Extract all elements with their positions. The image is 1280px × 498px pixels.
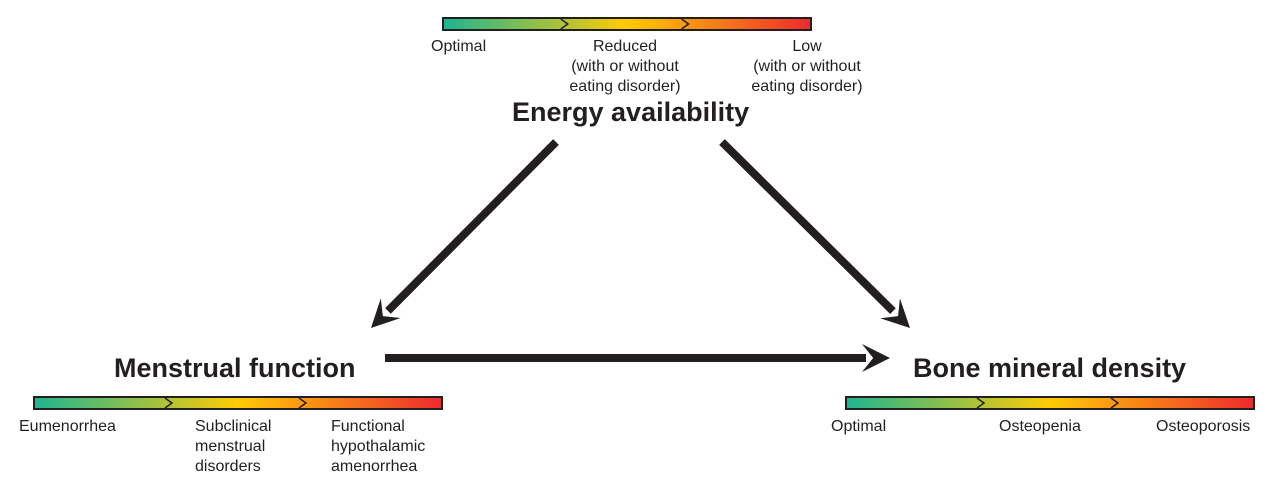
bone-scale-bar (845, 396, 1255, 410)
chevron-separators (976, 398, 1120, 408)
chevron-right-icon (976, 398, 986, 408)
energy-scale-label-low: Low (with or without eating disorder) (751, 38, 863, 95)
menstrual-scale-label-subclinical: Subclinical menstrual disorders (195, 418, 272, 475)
chevron-right-icon (560, 19, 570, 29)
bone-scale-label-osteoporosis: Osteoporosis (1156, 418, 1251, 435)
bone-scale-label-optimal: Optimal (831, 418, 887, 435)
energy-scale-bar (442, 17, 812, 31)
bone-scale-label-osteopenia: Osteopenia (999, 418, 1081, 435)
energy-scale-label-reduced: Reduced (with or without eating disorder… (569, 38, 681, 95)
menstrual-scale-label-eumenorrhea: Eumenorrhea (19, 418, 116, 435)
chevron-right-icon (164, 398, 174, 408)
bone-mineral-density-title: Bone mineral density (913, 353, 1187, 383)
arrow-menstrual-to-bone-head-icon (862, 344, 890, 372)
arrow-energy-to-bone-head-icon (880, 298, 910, 328)
chevron-separators (164, 398, 308, 408)
arrow-energy-to-menstrual-shaft (385, 139, 559, 314)
energy-availability-title: Energy availability (512, 97, 750, 127)
menstrual-function-title: Menstrual function (114, 353, 356, 383)
energy-scale-label-optimal: Optimal (431, 38, 487, 55)
chevron-right-icon (298, 398, 308, 408)
chevron-right-icon (681, 19, 690, 29)
chevron-separators (560, 19, 690, 29)
chevron-right-icon (1110, 398, 1120, 408)
arrow-energy-to-bone-shaft (719, 139, 896, 314)
menstrual-scale-label-fha: Functional hypothalamic amenorrhea (331, 418, 426, 475)
menstrual-scale-bar (33, 396, 443, 410)
arrow-energy-to-menstrual-head-icon (371, 298, 401, 328)
